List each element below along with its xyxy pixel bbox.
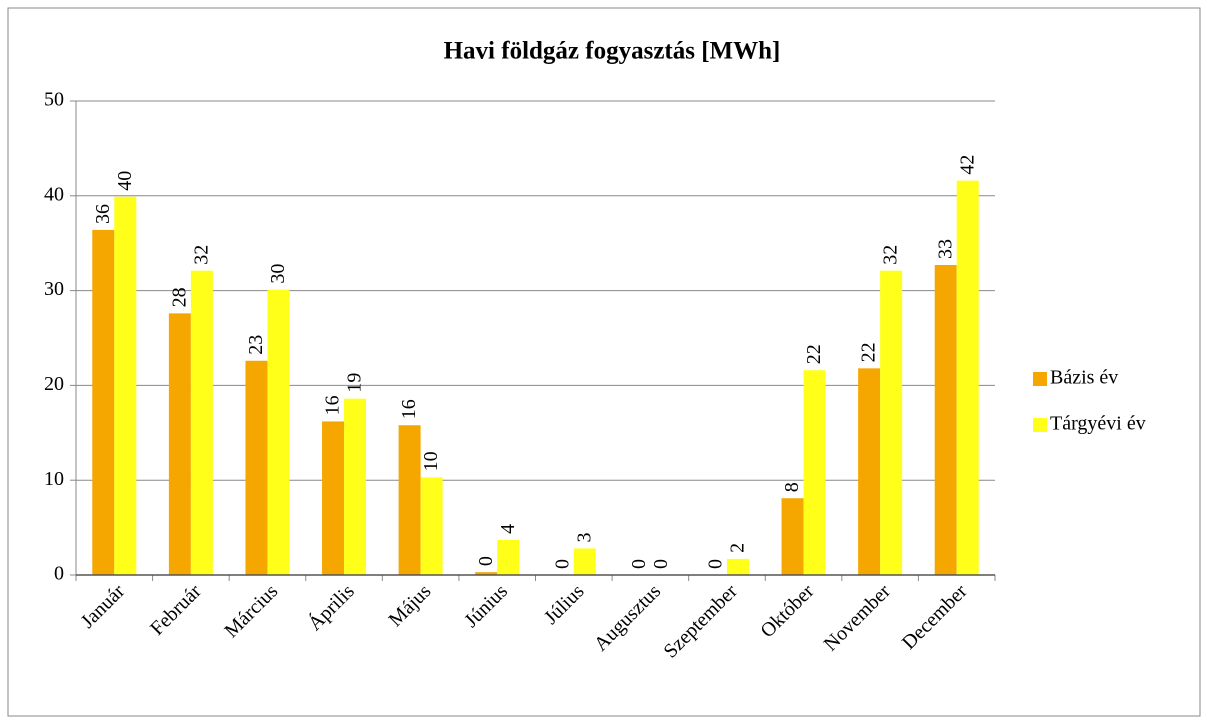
data-label: 2 — [727, 543, 749, 553]
bar — [803, 370, 826, 575]
data-label: 28 — [168, 287, 190, 307]
bar — [781, 498, 804, 575]
legend-label: Tárgyévi év — [1050, 413, 1146, 435]
data-label: 0 — [650, 559, 672, 569]
bar — [267, 289, 290, 575]
data-label: 36 — [92, 204, 114, 224]
data-label: 30 — [267, 264, 289, 284]
data-label: 4 — [497, 524, 519, 534]
data-label: 22 — [803, 344, 825, 364]
y-tick-label: 0 — [54, 563, 64, 585]
y-tick-label: 10 — [44, 468, 64, 490]
data-label: 42 — [956, 155, 978, 175]
y-tick-label: 30 — [44, 278, 64, 300]
bar — [956, 180, 979, 575]
legend-swatch — [1033, 372, 1047, 386]
y-tick-label: 50 — [44, 89, 64, 111]
legend-swatch — [1033, 418, 1047, 432]
bar — [114, 196, 137, 576]
y-tick-label: 20 — [44, 373, 64, 395]
bar — [880, 270, 903, 575]
data-label: 32 — [880, 245, 902, 265]
bar — [573, 548, 596, 575]
chart-title: Havi földgáz fogyasztás [MWh] — [444, 38, 781, 65]
y-tick-label: 40 — [44, 183, 64, 205]
data-label: 0 — [475, 556, 497, 566]
bar — [168, 313, 191, 575]
data-label: 22 — [858, 342, 880, 362]
data-label: 0 — [705, 559, 727, 569]
bar — [934, 265, 957, 575]
data-label: 3 — [573, 532, 595, 542]
data-label: 8 — [781, 482, 803, 492]
data-label: 40 — [114, 171, 136, 191]
data-label: 0 — [551, 559, 573, 569]
bar — [322, 421, 345, 575]
legend-label: Bázis év — [1050, 367, 1118, 389]
bar — [92, 229, 115, 576]
bar — [497, 539, 520, 575]
data-label: 23 — [245, 335, 267, 355]
data-label: 19 — [344, 373, 366, 393]
data-label: 0 — [628, 559, 650, 569]
bar — [190, 270, 213, 575]
bar — [858, 368, 881, 575]
data-label: 33 — [934, 239, 956, 259]
data-label: 32 — [190, 245, 212, 265]
bar — [398, 425, 421, 575]
bar — [245, 360, 268, 575]
bar — [726, 558, 749, 575]
bar — [475, 572, 498, 575]
bar — [344, 398, 367, 575]
data-label: 10 — [420, 451, 442, 471]
data-label: 16 — [322, 395, 344, 415]
bar — [420, 477, 443, 575]
data-label: 16 — [398, 399, 420, 419]
